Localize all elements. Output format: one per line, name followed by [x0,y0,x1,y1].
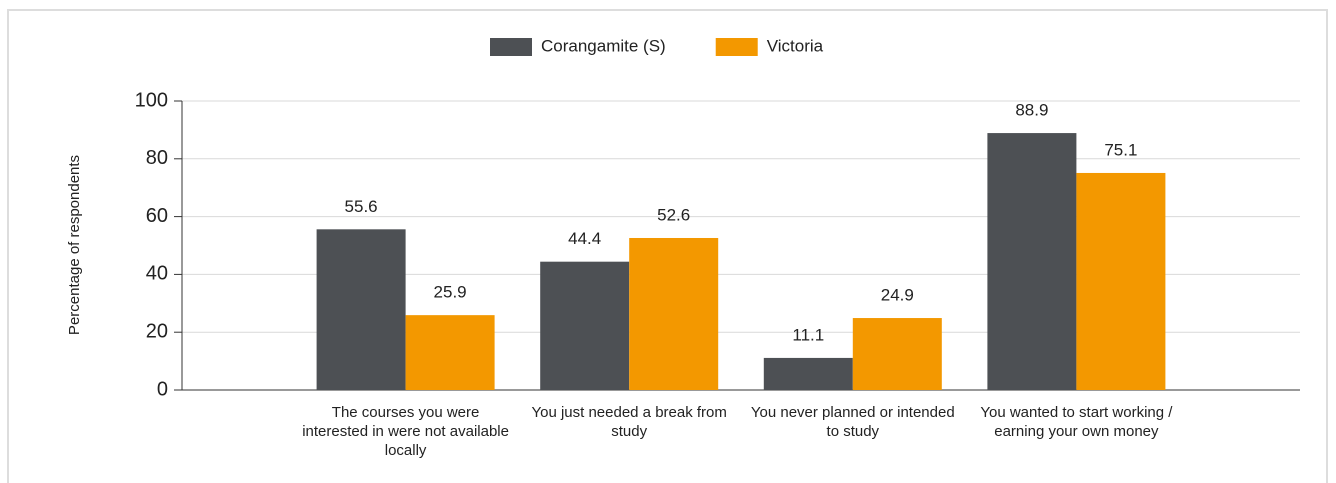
legend-swatch [490,38,532,56]
data-label: 88.9 [1015,101,1048,120]
data-label: 24.9 [881,286,914,305]
data-label: 52.6 [657,205,690,224]
x-tick-label: You never planned or intended to study [750,404,955,440]
bar [316,229,406,390]
bar [629,237,719,390]
data-label: 44.4 [568,229,601,248]
bar [987,133,1077,391]
data-label: 11.1 [792,325,824,344]
data-label: 55.6 [345,197,378,216]
bar [1076,172,1166,390]
y-tick-label: 60 [146,205,168,227]
y-tick-label: 100 [135,89,168,111]
data-label: 75.1 [1104,140,1137,159]
legend-swatch [715,38,758,56]
bar [763,357,853,390]
y-tick-label: 40 [146,263,168,285]
bar [405,315,495,390]
x-tick-label: The courses you were interested in were … [302,404,509,459]
legend-label: Victoria [767,36,824,55]
data-label: 25.9 [434,283,467,302]
y-axis-label: Percentage of respondents [66,155,83,335]
legend-label: Corangamite (S) [541,36,666,55]
y-tick-label: 80 [146,147,168,169]
frame [7,9,1328,483]
bar [852,318,942,390]
x-tick-label: You wanted to start working / earning yo… [980,404,1173,440]
bar [540,261,630,390]
y-tick-label: 20 [146,320,168,342]
x-tick-label: You just needed a break from study [531,404,727,440]
y-tick-label: 0 [157,378,168,400]
